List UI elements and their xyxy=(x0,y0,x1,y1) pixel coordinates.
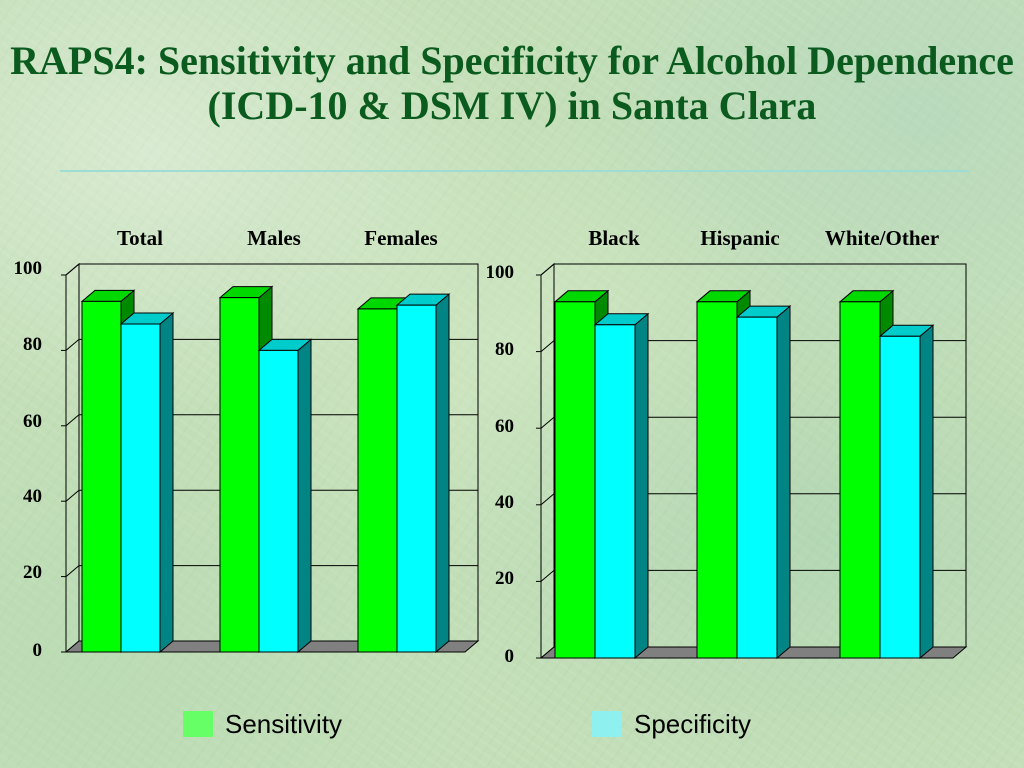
title-divider xyxy=(60,170,970,172)
bar-front-face xyxy=(357,308,398,653)
y-tick-label: 100 xyxy=(486,262,515,283)
y-tick-label: 0 xyxy=(505,646,515,667)
y-tick-label: 80 xyxy=(23,334,42,355)
slide-title: RAPS4: Sensitivity and Specificity for A… xyxy=(10,38,1014,128)
legend-sensitivity-label: Sensitivity xyxy=(225,708,343,739)
bar-side-face xyxy=(297,338,312,654)
category-label: Black xyxy=(588,226,640,250)
gridline-side xyxy=(65,414,80,427)
y-tick-label: 60 xyxy=(23,411,42,432)
legend-specificity-swatch xyxy=(592,711,622,737)
legend-sensitivity: Sensitivity xyxy=(183,707,342,741)
plot-side-wall xyxy=(540,262,555,659)
y-tick-label: 0 xyxy=(33,640,43,661)
bar-front-face xyxy=(554,301,596,659)
bar-side-face xyxy=(435,293,450,654)
y-tick-label: 20 xyxy=(495,568,514,589)
bar-specificity-hispanic xyxy=(735,305,792,660)
bar-side-face xyxy=(776,305,791,660)
gridline-side xyxy=(65,263,80,276)
chart-by-ethnicity: 0 20 40 60 80 100 Black Hispanic White/Other xyxy=(486,226,968,667)
category-label: Hispanic xyxy=(700,226,779,250)
y-tick-label: 40 xyxy=(23,486,42,507)
chart-total-by-sex: 0 20 40 60 80 100 Total Males Females xyxy=(14,226,480,661)
y-tick-label: 40 xyxy=(495,492,514,513)
bar-specificity-total xyxy=(119,311,175,654)
gridline-side xyxy=(65,339,80,351)
category-label: Total xyxy=(117,226,163,250)
bar-front-face xyxy=(594,324,636,659)
legend-specificity: Specificity xyxy=(592,707,751,741)
category-label: Males xyxy=(247,226,301,250)
gridline-side xyxy=(65,565,80,577)
category-label: Females xyxy=(364,226,437,250)
y-tick-label: 100 xyxy=(14,258,43,279)
gridline-side xyxy=(65,489,80,502)
category-label: White/Other xyxy=(825,226,939,250)
bar-front-face xyxy=(736,316,778,659)
y-tick-label: 20 xyxy=(23,562,42,583)
bar-front-face xyxy=(839,301,881,659)
bar-side-face xyxy=(159,311,174,654)
bar-side-face xyxy=(919,324,934,660)
legend-specificity-label: Specificity xyxy=(634,708,752,739)
legend-sensitivity-swatch xyxy=(183,711,213,737)
bar-front-face xyxy=(879,335,921,659)
bar-side-face xyxy=(634,312,649,660)
bar-specificity-males xyxy=(257,338,313,654)
plot-side-wall xyxy=(65,262,80,653)
gridline-side xyxy=(540,493,555,506)
bar-front-face xyxy=(120,323,161,653)
bar-front-face xyxy=(258,349,299,653)
y-tick-label: 60 xyxy=(495,416,514,437)
bar-specificity-white-other xyxy=(878,324,935,660)
gridline-side xyxy=(540,570,555,582)
gridline-side xyxy=(540,416,555,429)
bar-specificity-black xyxy=(593,312,650,660)
bar-front-face xyxy=(219,297,260,653)
bar-front-face xyxy=(396,304,437,653)
gridline-side xyxy=(540,340,555,352)
y-tick-label: 80 xyxy=(495,339,514,360)
gridline-side xyxy=(540,263,555,276)
bar-front-face xyxy=(696,301,738,659)
bar-specificity-females xyxy=(395,293,451,654)
bar-front-face xyxy=(81,300,122,653)
